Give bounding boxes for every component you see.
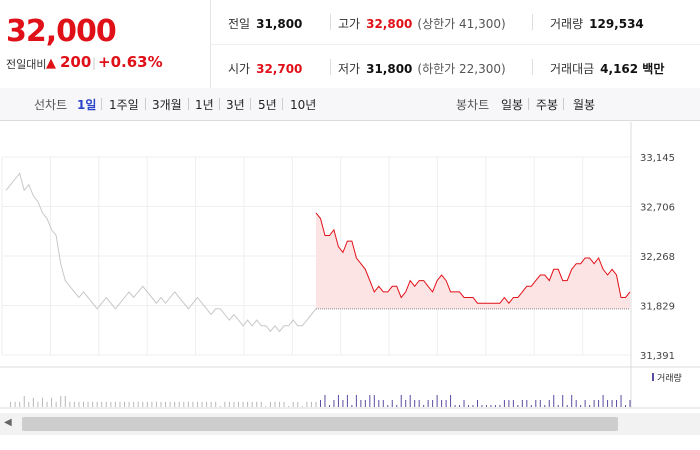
divider bbox=[563, 98, 564, 110]
divider bbox=[532, 59, 533, 75]
period-1w-button[interactable]: 1주일 bbox=[109, 98, 139, 112]
y-tick-label: 32,268 bbox=[640, 252, 675, 263]
stat-label: 거래량 bbox=[550, 17, 584, 31]
stat-value: 129,534 bbox=[589, 17, 644, 31]
line-chart-label: 선차트 bbox=[34, 98, 68, 112]
up-arrow-icon: ▲ bbox=[46, 56, 56, 71]
divider bbox=[528, 98, 529, 110]
divider bbox=[250, 98, 251, 110]
divider bbox=[145, 98, 146, 110]
divider bbox=[282, 98, 283, 110]
stat-open: 시가 32,700 bbox=[228, 60, 302, 77]
divider bbox=[101, 98, 102, 110]
candle-chart-label: 봉차트 bbox=[456, 98, 490, 112]
period-3y-button[interactable]: 3년 bbox=[226, 98, 245, 112]
y-tick-label: 31,829 bbox=[640, 302, 675, 313]
period-5y-button[interactable]: 5년 bbox=[258, 98, 277, 112]
stat-label: 고가 bbox=[338, 17, 361, 31]
y-tick-label: 32,706 bbox=[640, 203, 675, 214]
stat-label: 시가 bbox=[228, 62, 251, 76]
change-divider: | bbox=[92, 56, 97, 70]
candle-daily-button[interactable]: 일봉 bbox=[501, 98, 524, 112]
divider bbox=[188, 98, 189, 110]
chart-toolbar: 선차트 1일 1주일 3개월 1년 3년 5년 10년 봉차트 일봉 주봉 월봉 bbox=[0, 88, 700, 121]
period-10y-button[interactable]: 10년 bbox=[290, 98, 317, 112]
stat-value: 31,800 bbox=[366, 62, 413, 76]
divider bbox=[330, 14, 331, 30]
quote-panel: 32,000 전일대비 ▲ 200 | +0.63% 전일 31,800 고가 32… bbox=[0, 0, 700, 89]
today-series-line bbox=[315, 212, 631, 305]
stat-value: 4,162 백만 bbox=[600, 62, 665, 76]
change-percent: +0.63% bbox=[98, 53, 163, 71]
today-series-area bbox=[316, 212, 630, 309]
stat-low: 저가 31,800 (하한가 22,300) bbox=[338, 60, 506, 77]
divider bbox=[532, 14, 533, 30]
stat-upper-limit: (상한가 41,300) bbox=[417, 17, 506, 31]
y-tick-label: 33,145 bbox=[640, 153, 675, 164]
candle-weekly-button[interactable]: 주봉 bbox=[536, 98, 559, 112]
change-label: 전일대비 bbox=[6, 58, 47, 71]
stat-high: 고가 32,800 (상한가 41,300) bbox=[338, 15, 506, 32]
stat-value: 31,800 bbox=[256, 17, 303, 31]
period-3m-button[interactable]: 3개월 bbox=[152, 98, 182, 112]
volume-legend-swatch bbox=[652, 373, 654, 381]
stat-label: 거래대금 bbox=[550, 62, 595, 76]
prev-day-series-line bbox=[5, 172, 317, 333]
change-amount: 200 bbox=[60, 53, 92, 71]
stat-trade-value: 거래대금 4,162 백만 bbox=[550, 60, 664, 77]
divider bbox=[330, 59, 331, 75]
chart-scrollbar[interactable]: ◀ bbox=[0, 413, 700, 435]
volume-legend-label: 거래량 bbox=[657, 372, 682, 384]
stat-label: 저가 bbox=[338, 62, 361, 76]
divider bbox=[219, 98, 220, 110]
stat-lower-limit: (하한가 22,300) bbox=[417, 62, 506, 76]
stat-volume: 거래량 129,534 bbox=[550, 15, 644, 32]
stat-label: 전일 bbox=[228, 17, 251, 31]
stat-prev-close: 전일 31,800 bbox=[228, 15, 302, 32]
scroll-thumb[interactable] bbox=[22, 417, 618, 431]
period-1y-button[interactable]: 1년 bbox=[195, 98, 214, 112]
y-tick-label: 31,391 bbox=[640, 351, 675, 362]
stats-row-divider bbox=[211, 44, 700, 45]
period-1d-button[interactable]: 1일 bbox=[77, 98, 97, 112]
candle-monthly-button[interactable]: 월봉 bbox=[573, 98, 596, 112]
price-summary: 32,000 전일대비 ▲ 200 | +0.63% bbox=[0, 0, 211, 88]
stat-value: 32,700 bbox=[256, 62, 303, 76]
price-chart: 33,145 32,706 32,268 31,829 31,391 거래량 bbox=[0, 122, 700, 409]
scroll-left-arrow-icon[interactable]: ◀ bbox=[4, 417, 12, 428]
current-price: 32,000 bbox=[6, 14, 117, 49]
stat-value: 32,800 bbox=[366, 17, 413, 31]
